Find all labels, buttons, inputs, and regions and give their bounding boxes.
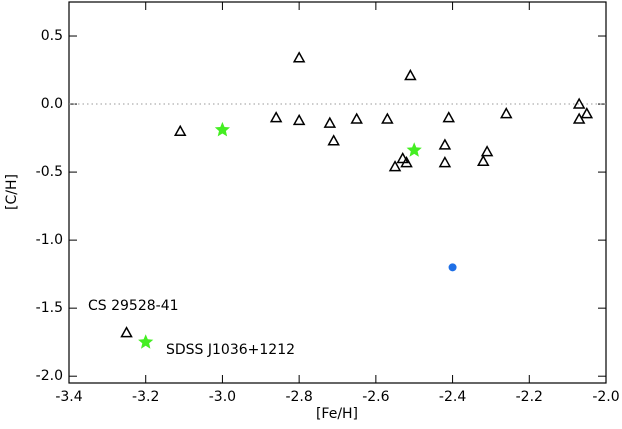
x-axis-label: [Fe/H] xyxy=(316,406,358,422)
triangle-marker xyxy=(396,151,409,164)
plot-frame xyxy=(68,1,607,384)
triangle-marker xyxy=(381,112,394,124)
y-tick-label: -1.0 xyxy=(36,232,63,248)
triangle-marker xyxy=(327,134,340,146)
x-tick-label: -2.6 xyxy=(362,389,389,405)
y-tick-label: -1.5 xyxy=(36,300,63,316)
x-tick-label: -3.4 xyxy=(55,389,82,405)
x-tick-label: -3.0 xyxy=(209,389,236,405)
triangle-marker xyxy=(323,116,337,128)
triangle-marker xyxy=(400,156,413,168)
triangle-marker xyxy=(438,156,452,168)
triangle-marker xyxy=(350,112,363,124)
circle-marker xyxy=(448,263,457,272)
y-tick-label: -2.0 xyxy=(36,368,63,384)
y-axis-label: [C/H] xyxy=(4,174,20,210)
star-marker xyxy=(138,334,154,349)
y-tick-label: 0.0 xyxy=(41,96,63,112)
triangle-marker xyxy=(388,160,402,172)
triangle-marker xyxy=(404,68,417,81)
triangle-marker xyxy=(269,111,283,123)
triangle-marker xyxy=(480,145,494,157)
x-tick-label: -2.0 xyxy=(592,389,619,405)
triangle-marker xyxy=(438,138,452,150)
annotation: SDSS J1036+1212 xyxy=(166,342,295,358)
triangle-marker xyxy=(173,124,187,137)
annotation: CS 29528-41 xyxy=(88,298,179,314)
triangle-marker xyxy=(572,97,586,109)
y-tick-label: 0.5 xyxy=(41,28,63,44)
x-tick-label: -3.2 xyxy=(132,389,159,405)
star-marker xyxy=(406,142,422,157)
star-marker xyxy=(214,121,230,137)
x-tick-label: -2.4 xyxy=(439,389,466,405)
x-tick-label: -2.2 xyxy=(516,389,543,405)
triangle-marker xyxy=(292,113,306,126)
triangle-marker xyxy=(499,107,513,119)
triangle-marker xyxy=(580,107,594,119)
triangle-marker xyxy=(120,326,133,338)
triangle-marker xyxy=(442,111,456,123)
y-tick-label: -0.5 xyxy=(36,164,63,180)
triangle-marker xyxy=(476,154,490,166)
triangle-marker xyxy=(572,112,586,124)
x-tick-label: -2.8 xyxy=(285,389,312,405)
triangle-marker xyxy=(292,51,306,63)
